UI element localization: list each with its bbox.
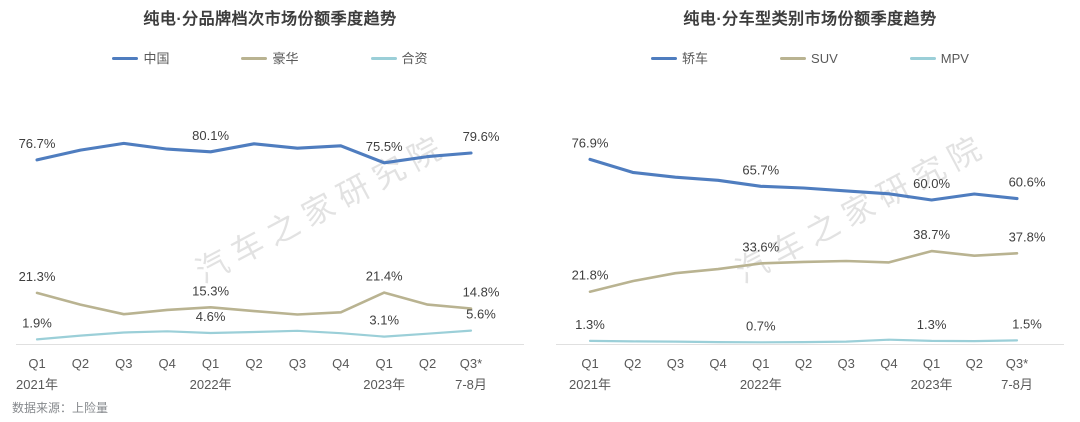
value-label-sedan: 76.9% [572, 135, 609, 150]
x-tick-label: Q1 [376, 356, 393, 371]
legend-label: 豪华 [272, 51, 299, 66]
x-tick-label: Q4 [709, 356, 726, 371]
x-tick-label: Q4 [880, 356, 897, 371]
value-label-sedan: 60.0% [913, 176, 950, 191]
chart-brand-tier: 纯电·分品牌档次市场份额季度趋势 中国 豪华 合资 汽车之家研究院 76.7% 80.1… [0, 11, 540, 392]
x-year-label: 2022年 [740, 377, 782, 392]
legend-line-swatch-sedan [651, 57, 678, 60]
x-tick-label: Q2 [419, 356, 436, 371]
x-tick-label: Q3 [667, 356, 684, 371]
x-tick-label: Q1 [202, 356, 219, 371]
value-label-suv: 37.8% [1009, 229, 1046, 244]
legend-line-swatch-luxury [241, 57, 268, 60]
x-year-label: 7-8月 [455, 377, 487, 392]
legend-item-sedan: 轿车 [651, 52, 708, 65]
x-tick-label: Q3* [1006, 356, 1028, 371]
value-label-joint-venture: 3.1% [369, 313, 399, 328]
watermark-text: 汽车之家研究院 [730, 127, 994, 290]
legend-label: 轿车 [682, 51, 709, 66]
chart-title: 纯电·分车型类别市场份额季度趋势 [683, 11, 937, 28]
legend-line-swatch-mpv [909, 57, 936, 60]
x-tick-label: Q2 [795, 356, 812, 371]
series-line-mpv [588, 338, 1019, 344]
value-label-luxury: 14.8% [463, 285, 500, 300]
x-tick-label: Q4 [332, 356, 349, 371]
x-tick-label: Q3* [460, 356, 482, 371]
x-tick-label: Q3 [115, 356, 132, 371]
x-tick-label: Q1 [28, 356, 45, 371]
x-year-label: 2023年 [363, 377, 405, 392]
legend: 中国 豪华 合资 [0, 52, 540, 65]
value-label-mpv: 1.3% [575, 317, 605, 332]
x-tick-label: Q2 [72, 356, 89, 371]
x-tick-label: Q4 [159, 356, 176, 371]
x-tick-label: Q2 [245, 356, 262, 371]
x-tick-label: Q1 [752, 356, 769, 371]
value-label-joint-venture: 5.6% [466, 307, 496, 322]
x-tick-label: Q2 [966, 356, 983, 371]
value-label-china: 75.5% [366, 139, 403, 154]
line-chart-brand-tier: 汽车之家研究院 76.7% 80.1% 75.5% 79.6% 21.3% 15.3% 21.… [16, 127, 524, 392]
value-label-mpv: 0.7% [746, 318, 776, 333]
value-label-joint-venture: 4.6% [196, 309, 226, 324]
legend-item-suv: SUV [780, 52, 838, 65]
legend-item-joint-venture: 合资 [370, 51, 428, 66]
series-line-suv [588, 249, 1019, 294]
legend: 轿车 SUV MPV [540, 52, 1080, 65]
x-year-label: 2022年 [190, 377, 232, 392]
value-label-joint-venture: 1.9% [22, 315, 52, 330]
x-tick-label: Q3 [838, 356, 855, 371]
value-label-luxury: 15.3% [192, 283, 229, 298]
legend-label: SUV [811, 51, 838, 66]
value-label-suv: 38.7% [913, 227, 950, 242]
x-tick-label: Q3 [289, 356, 306, 371]
data-source-note: 数据来源：上险量 [12, 401, 109, 415]
legend-line-swatch-joint-venture [370, 57, 397, 60]
value-label-china: 76.7% [19, 136, 56, 151]
series-line-joint-venture [35, 329, 473, 341]
value-label-sedan: 60.6% [1009, 175, 1046, 190]
watermark-text: 汽车之家研究院 [190, 127, 454, 290]
legend-label: MPV [940, 51, 969, 66]
value-label-mpv: 1.5% [1012, 316, 1042, 331]
line-chart-vehicle-type: 汽车之家研究院 76.9% 65.7% 60.0% 60.6% 21.8% 33.6% 38.… [556, 127, 1064, 392]
x-year-label: 7-8月 [1001, 377, 1033, 392]
value-label-mpv: 1.3% [917, 317, 947, 332]
series-line-china [35, 141, 473, 165]
x-year-label: 2023年 [911, 377, 953, 392]
legend-item-china: 中国 [112, 52, 169, 65]
value-label-suv: 21.8% [572, 268, 609, 283]
value-label-suv: 33.6% [742, 239, 779, 254]
x-tick-label: Q1 [581, 356, 598, 371]
value-label-china: 80.1% [192, 128, 229, 143]
x-tick-label: Q2 [624, 356, 641, 371]
chart-title: 纯电·分品牌档次市场份额季度趋势 [143, 11, 397, 28]
chart-vehicle-type: 纯电·分车型类别市场份额季度趋势 轿车 SUV MPV 汽车之家研究院 76.9% 65… [540, 0, 1080, 422]
series-line-sedan [588, 157, 1019, 202]
legend-line-swatch-china [112, 57, 139, 60]
x-year-label: 2021年 [16, 377, 58, 392]
series-line-luxury [35, 291, 473, 316]
x-year-label: 2021年 [569, 377, 611, 392]
value-label-china: 79.6% [463, 129, 500, 144]
value-label-sedan: 65.7% [742, 162, 779, 177]
value-label-luxury: 21.3% [19, 269, 56, 284]
legend-line-swatch-suv [780, 57, 807, 60]
legend-item-luxury: 豪华 [241, 51, 299, 66]
value-label-luxury: 21.4% [366, 269, 403, 284]
legend-label: 合资 [401, 51, 428, 66]
legend-label: 中国 [143, 51, 170, 66]
legend-item-mpv: MPV [909, 51, 969, 66]
x-tick-label: Q1 [923, 356, 940, 371]
